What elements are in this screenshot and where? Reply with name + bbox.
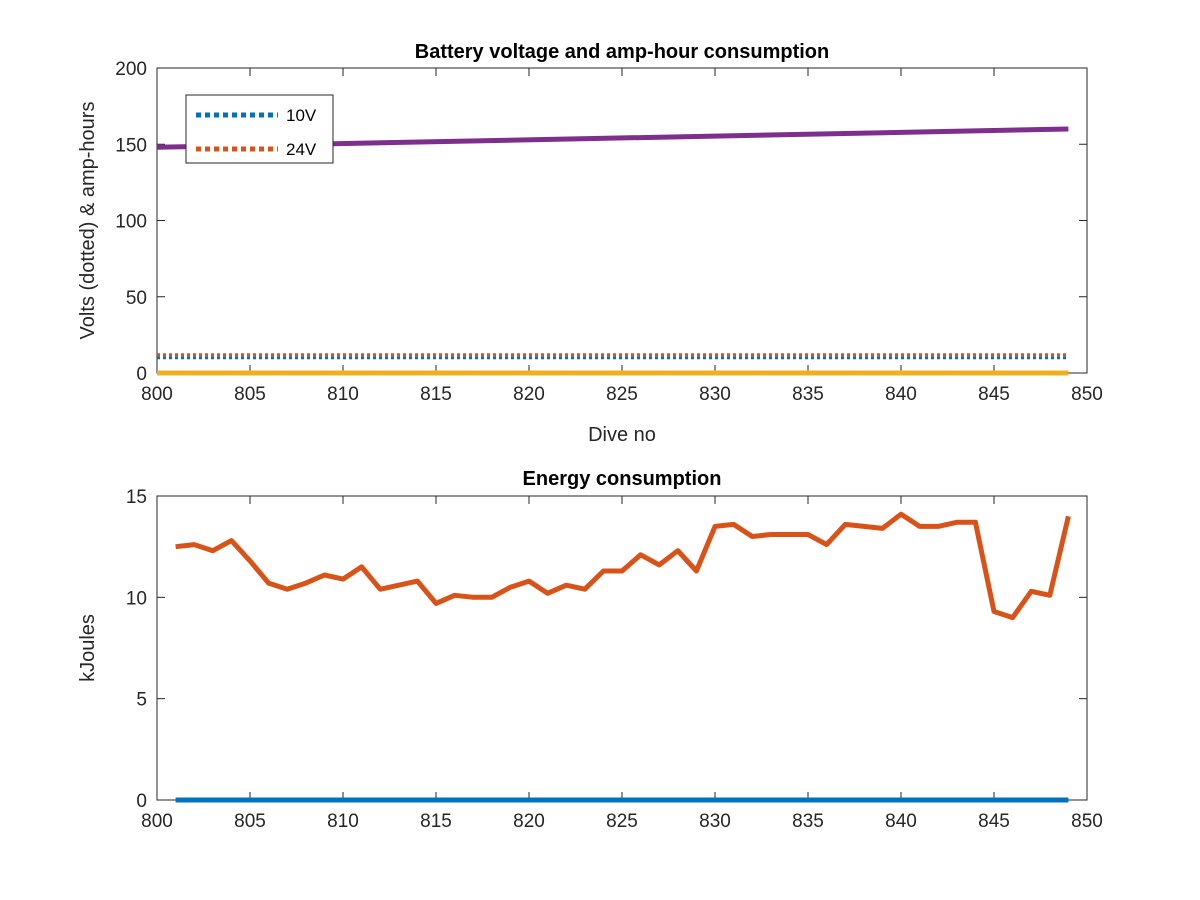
x-tick-label: 825 [606,811,638,832]
x-tick-label: 815 [420,811,452,832]
y-tick-label: 15 [126,487,147,508]
x-tick-label: 820 [513,384,545,405]
x-tick-label: 840 [885,811,917,832]
x-axis-label: Dive no [588,424,656,446]
y-tick-label: 150 [115,135,147,156]
x-tick-label: 850 [1071,384,1103,405]
x-tick-label: 820 [513,811,545,832]
legend-label: 10V [286,106,317,125]
x-tick-label: 800 [141,811,173,832]
chart-title: Battery voltage and amp-hour consumption [415,41,829,63]
axes-box [156,495,1088,801]
x-tick-label: 850 [1071,811,1103,832]
x-tick-label: 845 [978,811,1010,832]
y-axis-label: Volts (dotted) & amp-hours [77,102,99,340]
y-axis-label: kJoules [77,614,99,682]
x-tick-label: 845 [978,384,1010,405]
y-tick-label: 10 [126,588,147,609]
x-tick-label: 805 [234,811,266,832]
y-tick-label: 5 [136,690,147,711]
x-tick-label: 835 [792,384,824,405]
y-tick-label: 0 [136,364,147,385]
x-tick-label: 840 [885,384,917,405]
x-tick-label: 825 [606,384,638,405]
x-tick-label: 815 [420,384,452,405]
series-line-s0 [175,511,1071,621]
y-tick-label: 100 [115,212,147,233]
y-tick-label: 50 [126,288,147,309]
x-tick-label: 810 [327,384,359,405]
y-tick-label: 200 [115,59,147,80]
y-tick-label: 0 [136,791,147,812]
x-tick-label: 800 [141,384,173,405]
x-tick-label: 805 [234,384,266,405]
x-tick-label: 810 [327,811,359,832]
top-chart: 800 805 810 815 820 825 830 835 840 845 850 0 50 100 1… [77,41,1103,446]
legend-box [185,94,334,164]
chart-title: Energy consumption [523,468,722,490]
x-tick-label: 830 [699,811,731,832]
bottom-chart: 800 805 810 815 820 825 830 835 840 845 850 0 5 10 15 E… [77,468,1103,832]
x-tick-label: 835 [792,811,824,832]
x-tick-label: 830 [699,384,731,405]
legend-label: 24V [286,140,317,159]
